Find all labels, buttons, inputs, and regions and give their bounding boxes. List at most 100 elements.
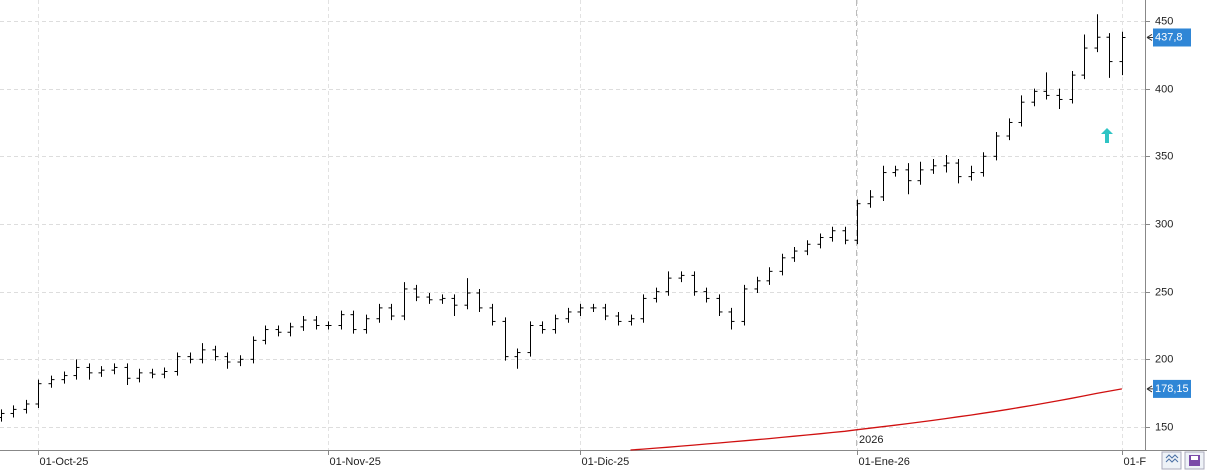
ohlc-bar: [464, 278, 471, 310]
ohlc-bar: [489, 303, 496, 326]
price-tag-pointer: [1146, 385, 1154, 393]
ohlc-bar: [275, 325, 282, 337]
ohlc-bar: [187, 352, 194, 364]
ohlc-bar: [363, 314, 370, 334]
x-tick-label: 01-Oct-25: [40, 456, 89, 468]
ohlc-bar: [804, 240, 811, 256]
ohlc-bar: [602, 303, 609, 321]
ohlc-bar: [451, 294, 458, 317]
ohlc-bar: [892, 165, 899, 177]
ohlc-bar: [61, 371, 68, 384]
ohlc-bar: [1006, 118, 1013, 141]
ohlc-bar: [703, 287, 710, 303]
ohlc-bar: [1018, 95, 1025, 127]
y-tick-label: 200: [1155, 353, 1173, 365]
ohlc-bar: [73, 359, 80, 380]
ohlc-bar: [527, 321, 534, 357]
ohlc-bar: [124, 363, 131, 386]
price-tag: [1153, 379, 1191, 398]
ohlc-bar: [539, 321, 546, 334]
ohlc-bar: [401, 282, 408, 321]
ohlc-bar: [829, 226, 836, 242]
ohlc-bar: [917, 161, 924, 185]
ohlc-bar: [930, 159, 937, 174]
ohlc-bar: [287, 322, 294, 337]
y-tick-label: 300: [1155, 218, 1173, 230]
x-tick-label: 01-Dic-25: [582, 456, 630, 468]
ohlc-bar: [943, 154, 950, 173]
ohlc-bar: [552, 314, 559, 334]
ohlc-bar: [867, 190, 874, 208]
x-tick-label: 01-F: [1124, 456, 1147, 468]
x-tick-label: 01-Ene-26: [859, 456, 910, 468]
ohlc-bar: [1094, 14, 1101, 53]
ohlc-bar: [439, 294, 446, 304]
ohlc-bar: [993, 131, 1000, 161]
ohlc-bar: [628, 314, 635, 326]
ohlc-bar: [779, 253, 786, 276]
ohlc-bar: [35, 379, 42, 409]
toolbar-icons: [1161, 451, 1205, 470]
ohlc-bar: [86, 363, 93, 380]
y-tick-label: 350: [1155, 150, 1173, 162]
save-icon-label: [1191, 456, 1198, 460]
ohlc-bar: [653, 287, 660, 303]
ohlc-bar: [300, 316, 307, 331]
ohlc-bar: [817, 233, 824, 249]
price-tag: [1153, 28, 1191, 47]
ohlc-bar: [174, 352, 181, 376]
ohlc-bar: [237, 355, 244, 367]
zoom-button[interactable]: [1161, 451, 1182, 470]
ohlc-bar: [325, 321, 332, 330]
ohlc-bar: [791, 246, 798, 262]
x-tick-label: 01-Nov-25: [330, 456, 381, 468]
zoom-icon: [1165, 454, 1179, 463]
price-tag-label: 178,15: [1155, 383, 1189, 395]
ohlc-bar: [250, 336, 257, 364]
ohlc-bar: [48, 375, 55, 388]
ohlc-bar: [350, 310, 357, 334]
ohlc-bar: [10, 405, 17, 418]
ohlc-bar: [199, 343, 206, 364]
save-icon: [1189, 455, 1200, 466]
ohlc-bar: [502, 317, 509, 361]
ohlc-bar: [1119, 31, 1126, 76]
ohlc-bar: [1031, 88, 1038, 107]
moving-average-line: [630, 388, 1123, 451]
ohlc-bar: [905, 163, 912, 195]
y-tick-label: 400: [1155, 83, 1173, 95]
ohlc-bar: [98, 366, 105, 377]
ohlc-bar: [111, 363, 118, 375]
ohlc-bar: [766, 267, 773, 285]
ohlc-bar: [577, 303, 584, 317]
ohlc-bar: [716, 294, 723, 317]
ohlc-bar: [1106, 33, 1113, 78]
ohlc-bar: [640, 294, 647, 323]
ohlc-bar: [955, 159, 962, 184]
ohlc-bar: [1069, 71, 1076, 104]
ohlc-bar: [313, 316, 320, 330]
ohlc-bar: [980, 152, 987, 177]
ohlc-bar: [212, 345, 219, 361]
ohlc-bar: [728, 307, 735, 330]
ohlc-bar: [754, 276, 761, 294]
ohlc-bar: [426, 293, 433, 304]
ohlc-bar: [665, 271, 672, 296]
ohlc-bar: [161, 367, 168, 379]
ohlc-bar: [842, 226, 849, 245]
ohlc-bar: [1081, 34, 1088, 80]
ohlc-bar: [136, 368, 143, 383]
ohlc-bar: [1056, 88, 1063, 109]
ohlc-bar: [1043, 72, 1050, 100]
ohlc-bar: [476, 288, 483, 312]
ohlc-bar: [224, 352, 231, 369]
ohlc-bar: [149, 368, 156, 379]
ohlc-bar: [678, 271, 685, 283]
signal-arrow: [1101, 128, 1113, 143]
ohlc-bar: [691, 271, 698, 296]
ohlc-bar: [413, 284, 420, 302]
ohlc-bar: [854, 199, 861, 245]
ohlc-bar: [514, 348, 521, 369]
